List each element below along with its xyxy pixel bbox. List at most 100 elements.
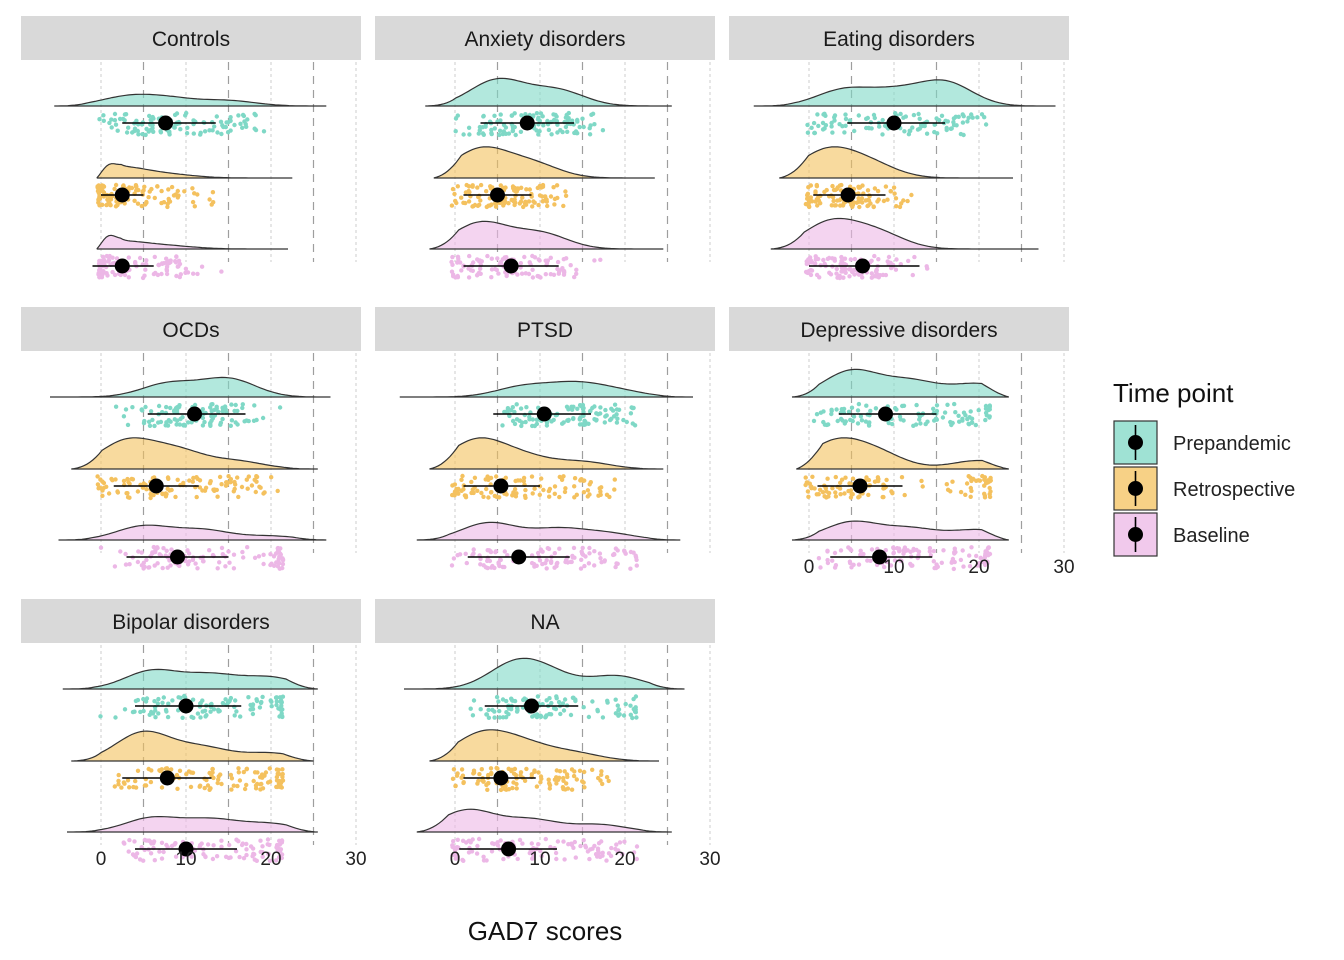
data-point [166,198,172,203]
data-point [113,122,119,127]
data-point [557,775,562,780]
data-point [519,423,524,429]
data-point [175,786,180,791]
data-point [133,854,139,860]
data-point [156,420,161,425]
data-point [229,402,234,407]
data-point [541,123,546,128]
data-point [217,474,223,480]
facet-panel: Eating disorders [729,16,1069,281]
data-point [161,849,166,855]
data-point [812,130,818,136]
x-tick-label: 10 [175,849,196,870]
data-point [805,122,810,128]
data-point [832,118,837,123]
data-point [98,486,104,491]
data-point [848,560,853,566]
data-point [174,422,179,427]
data-point [155,561,160,566]
data-point [506,712,511,717]
legend-title: Time point [1113,378,1234,408]
data-point [180,415,185,420]
data-point [869,547,875,552]
data-point [536,257,541,262]
data-point [548,844,553,850]
data-point [526,271,532,277]
data-point [534,421,540,427]
data-point [257,705,263,710]
data-point [969,545,974,550]
data-point [227,842,232,848]
data-point [180,715,185,720]
data-point [496,271,501,276]
data-point [574,271,579,276]
data-point [198,783,203,788]
data-point [590,767,595,772]
data-point [580,406,586,412]
data-point [549,132,554,137]
data-point [191,715,196,720]
data-point [258,782,263,787]
data-point [852,128,857,134]
data-point [176,258,182,263]
data-point [856,113,861,118]
data-point [869,271,874,276]
data-point [254,698,260,704]
data-point [498,838,503,843]
data-point [108,197,114,202]
data-point [806,494,811,499]
data-point [847,267,852,272]
data-point [859,418,865,423]
data-point [455,184,460,189]
data-point [847,481,852,486]
legend-label: Retrospective [1173,479,1295,501]
series-retrospective [796,437,1009,500]
facet-strip-label: Eating disorders [823,28,975,51]
data-point [500,423,505,428]
legend-key-point [1128,527,1143,542]
data-point [891,546,896,551]
data-point [941,548,946,553]
data-point [144,258,149,263]
data-point [536,274,542,279]
data-point [241,769,246,775]
data-point [451,839,456,844]
data-point [203,485,209,490]
mean-point [493,478,509,494]
data-point [574,267,579,272]
data-point [909,192,914,198]
data-point [214,854,220,859]
data-point [876,478,881,484]
data-point [548,272,553,277]
data-point [543,836,548,842]
data-point [274,767,280,772]
data-point [808,183,814,188]
data-point [223,124,228,130]
data-point [240,405,245,411]
data-point [205,842,211,847]
data-point [164,842,169,848]
data-point [837,273,842,278]
data-point [813,190,818,195]
data-point [523,112,528,117]
data-point [565,118,571,123]
legend-key-point [1128,481,1143,496]
data-point [190,186,195,191]
data-point [260,854,265,859]
data-point [821,112,826,117]
data-point [275,488,280,494]
data-point [191,118,196,123]
data-point [223,854,229,859]
data-point [825,476,830,481]
data-point [455,259,461,264]
data-point [628,549,634,555]
data-point [172,125,177,130]
data-point [557,769,563,774]
data-point [228,423,233,428]
data-point [512,487,518,492]
data-point [141,481,146,486]
data-point [165,486,170,491]
data-point [911,112,917,118]
data-point [109,117,114,122]
data-point [949,126,954,131]
